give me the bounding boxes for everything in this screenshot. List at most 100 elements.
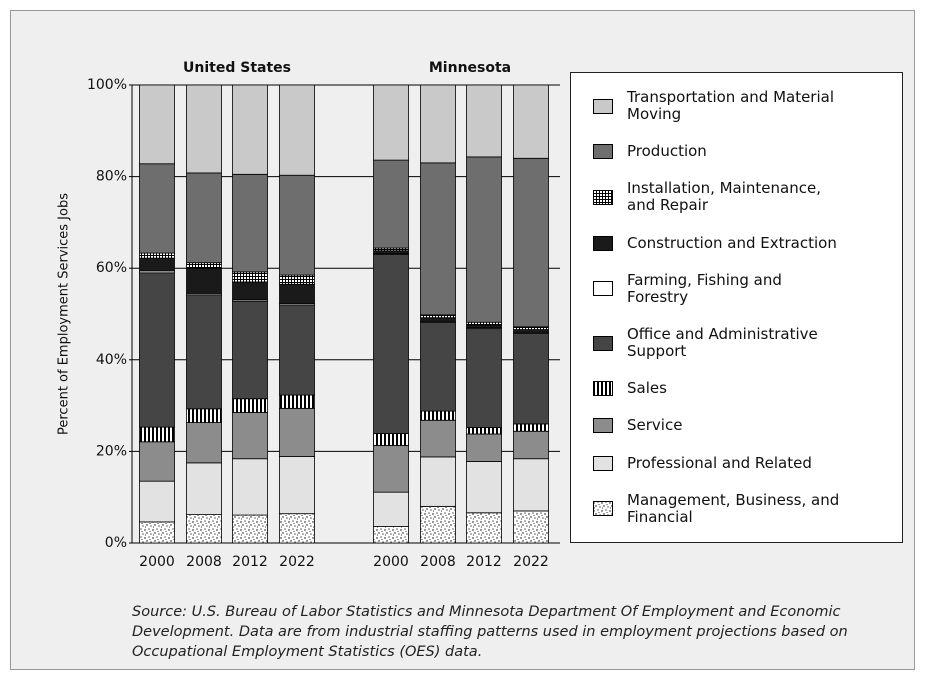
bar-segment: [373, 250, 409, 254]
bar-segment: [186, 84, 222, 174]
legend-swatch: [593, 98, 613, 114]
bar-segment: [420, 317, 456, 322]
bar-segment: [186, 408, 222, 423]
legend-item: Sales: [571, 380, 902, 397]
swatch-icon: [593, 381, 613, 397]
bar-segment: [420, 321, 456, 412]
bar-segment: [513, 332, 549, 425]
bar-segment: [186, 514, 222, 544]
legend-swatch: [593, 235, 613, 251]
bar-segment: [420, 456, 456, 507]
y-tick-label: 60%: [96, 260, 127, 276]
bar-segment: [466, 156, 502, 323]
bar-segment: [139, 426, 175, 443]
bar-segment: [232, 84, 268, 175]
bar-segment: [420, 410, 456, 421]
swatch-fill: [593, 501, 613, 517]
bar-segment: [466, 461, 502, 514]
bar-segment: [186, 422, 222, 464]
bar-segment: [279, 304, 315, 396]
bar-segment: [513, 430, 549, 460]
group-title: Minnesota: [429, 60, 511, 76]
legend-label: Farming, Fishing and Forestry: [627, 270, 782, 306]
legend-swatch: [593, 501, 613, 517]
bar-segment: [513, 423, 549, 432]
bar-segment: [420, 84, 456, 164]
bar-segment: [232, 412, 268, 460]
bar-segment: [279, 456, 315, 515]
bar-segment: [420, 505, 456, 544]
swatch-fill: [593, 144, 613, 160]
swatch-icon: [593, 98, 613, 114]
legend-swatch: [593, 281, 613, 297]
bar-segment: [466, 84, 502, 158]
bar-segment: [232, 458, 268, 516]
bar-segment: [139, 257, 175, 272]
legend-item: Transportation and Material Moving: [571, 89, 902, 123]
y-tick-label: 20%: [96, 443, 127, 459]
legend-label: Transportation and Material Moving: [627, 88, 835, 124]
legend-label: Construction and Extraction: [627, 233, 837, 252]
swatch-fill: [593, 418, 613, 434]
legend-swatch: [593, 189, 613, 205]
y-axis-label: Percent of Employment Services Jobs: [57, 193, 72, 435]
bar-segment: [139, 441, 175, 482]
bar-segment: [139, 480, 175, 523]
legend-label: Production: [627, 142, 707, 161]
legend-item: Farming, Fishing and Forestry: [571, 270, 902, 306]
swatch-icon: [593, 144, 613, 160]
bar-segment: [232, 173, 268, 273]
y-tick-label: 100%: [87, 77, 127, 93]
swatch-icon: [593, 281, 613, 297]
x-tick-label: 2000: [373, 554, 409, 570]
x-tick-label: 2008: [420, 554, 456, 570]
x-tick-label: 2022: [279, 554, 315, 570]
bar-segment: [279, 174, 315, 276]
legend-item: Professional and Related: [571, 454, 902, 472]
group-title: United States: [183, 60, 291, 76]
legend-label: Service: [627, 416, 683, 435]
bar-segment: [373, 433, 409, 446]
legend-label: Office and Administrative Support: [627, 325, 818, 361]
x-tick-label: 2008: [186, 554, 222, 570]
bar-segment: [513, 84, 549, 159]
bar-segment: [513, 157, 549, 328]
bar-segment: [139, 521, 175, 544]
bar-segment: [373, 491, 409, 527]
bar-segment: [279, 407, 315, 457]
bar-segment: [186, 172, 222, 264]
bar-segment: [373, 254, 409, 434]
bar-segment: [279, 274, 315, 285]
legend-item: Installation, Maintenance, and Repair: [571, 180, 902, 214]
bar-segment: [186, 267, 222, 294]
bar-segment: [513, 326, 549, 330]
bar-segment: [139, 272, 175, 428]
bar-segment: [232, 271, 268, 283]
legend-item: Service: [571, 417, 902, 434]
swatch-fill: [593, 381, 613, 397]
x-tick-label: 2000: [139, 554, 175, 570]
bar-segment: [279, 513, 315, 544]
bar-segment: [186, 262, 222, 269]
swatch-fill: [593, 335, 613, 351]
bar-segment: [139, 252, 175, 259]
bar-segment: [513, 329, 549, 333]
legend-swatch: [593, 418, 613, 434]
bar-segment: [279, 394, 315, 409]
x-tick-label: 2022: [513, 554, 549, 570]
legend-label: Sales: [627, 379, 667, 398]
bar-segment: [466, 324, 502, 329]
bar-segment: [420, 162, 456, 316]
bar-segment: [232, 514, 268, 544]
swatch-fill: [593, 98, 613, 114]
bar-segment: [373, 445, 409, 493]
bar-segment: [279, 283, 315, 304]
swatch-icon: [593, 418, 613, 434]
legend-item: Management, Business, and Financial: [571, 491, 902, 526]
bar-segment: [139, 163, 175, 254]
legend-item: Construction and Extraction: [571, 233, 902, 252]
bar-segment: [466, 328, 502, 428]
y-tick-label: 80%: [96, 169, 127, 185]
legend-swatch: [593, 335, 613, 351]
